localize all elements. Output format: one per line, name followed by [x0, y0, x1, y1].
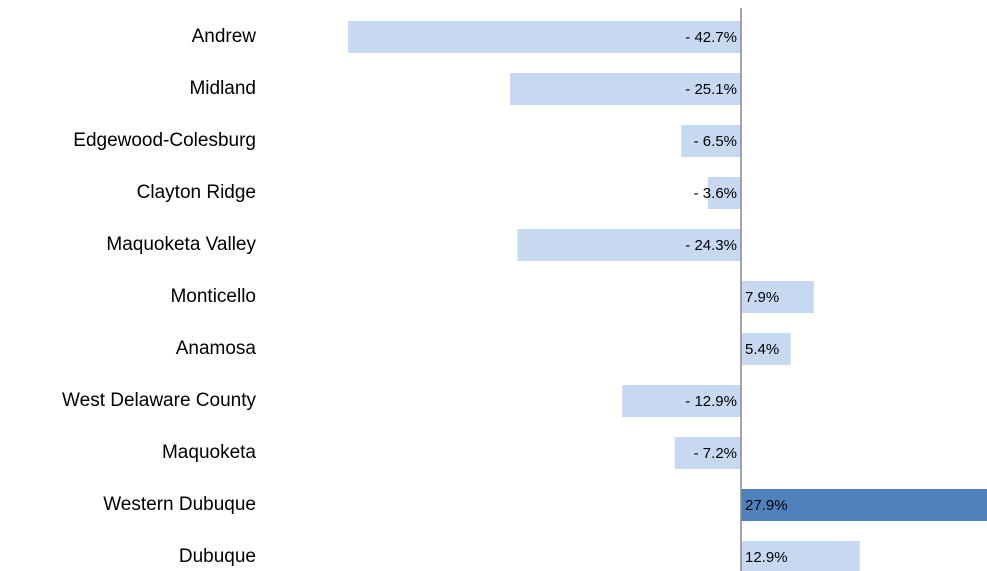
value-label: - 24.3% — [685, 237, 737, 254]
category-label: Maquoketa — [162, 442, 256, 463]
category-label: Maquoketa Valley — [106, 234, 256, 255]
value-label: - 7.2% — [694, 445, 737, 462]
category-label: Dubuque — [179, 546, 256, 567]
bar — [741, 333, 791, 365]
bar — [707, 177, 741, 209]
bar — [674, 437, 741, 469]
bar — [741, 281, 814, 313]
bar — [681, 125, 741, 157]
category-label: Anamosa — [176, 338, 257, 359]
bar — [741, 489, 987, 521]
value-label: - 6.5% — [694, 133, 737, 150]
category-label: Monticello — [170, 286, 256, 307]
value-label: - 25.1% — [685, 81, 737, 98]
category-label: Western Dubuque — [103, 494, 256, 515]
category-label: Andrew — [192, 26, 257, 47]
value-label: - 3.6% — [694, 185, 737, 202]
value-label: - 12.9% — [685, 393, 737, 410]
bar — [517, 229, 741, 261]
category-label: Edgewood-Colesburg — [73, 130, 256, 151]
bar — [348, 21, 741, 53]
value-label: - 42.7% — [685, 29, 737, 46]
category-label: Midland — [189, 78, 256, 99]
category-label: West Delaware County — [62, 390, 256, 411]
bar — [622, 385, 741, 417]
value-label: 7.9% — [745, 289, 779, 306]
bar — [510, 73, 741, 105]
value-label: 27.9% — [745, 497, 788, 514]
value-label: 5.4% — [745, 341, 779, 358]
value-label: 12.9% — [745, 549, 788, 566]
bar — [741, 541, 860, 571]
category-label: Clayton Ridge — [137, 182, 256, 203]
